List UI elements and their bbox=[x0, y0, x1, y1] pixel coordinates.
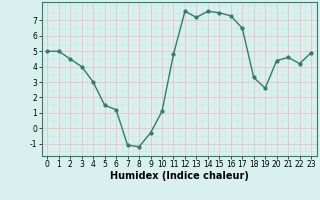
X-axis label: Humidex (Indice chaleur): Humidex (Indice chaleur) bbox=[110, 171, 249, 181]
